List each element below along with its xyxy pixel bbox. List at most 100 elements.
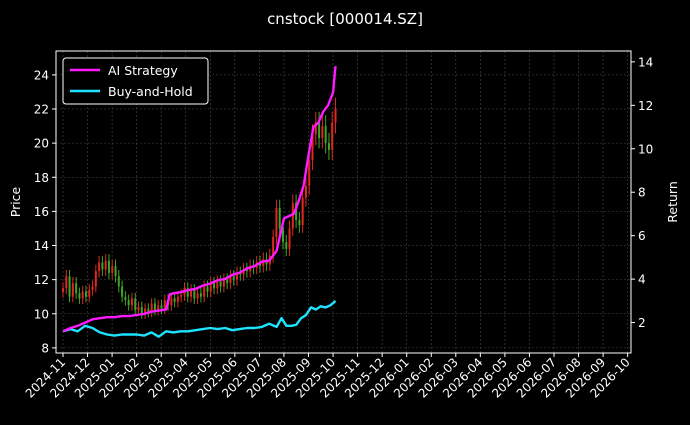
candle-body <box>219 281 222 287</box>
candle-body <box>334 109 337 123</box>
candle-body <box>324 126 327 144</box>
ai-strategy-line <box>62 66 337 333</box>
candle-body <box>331 122 334 150</box>
candle-body <box>81 291 84 299</box>
candle-body <box>163 300 166 309</box>
candle-body <box>117 276 120 287</box>
candle-body <box>180 294 183 297</box>
y-tick-label-left: 8 <box>41 341 49 355</box>
candle-body <box>62 288 64 293</box>
y-tick-label-right: 8 <box>638 186 646 200</box>
y-axis-label-right: Return <box>665 181 680 222</box>
candle-body <box>213 283 216 289</box>
candle-body <box>157 305 160 311</box>
y-tick-label-left: 24 <box>34 68 49 82</box>
candle-body <box>304 185 307 198</box>
y-tick-label-right: 14 <box>638 55 653 69</box>
candle-body <box>209 283 212 292</box>
candle-body <box>153 303 156 311</box>
candle-body <box>186 288 189 297</box>
candle-body <box>111 265 114 273</box>
buy-and-hold-line <box>62 299 337 338</box>
candle-body <box>121 286 124 297</box>
candle-body <box>222 279 225 287</box>
y-tick-label-left: 14 <box>34 239 49 253</box>
y-tick-label-left: 22 <box>34 103 49 117</box>
y-axis-label-left: Price <box>8 186 23 217</box>
y-tick-label-left: 16 <box>34 205 49 219</box>
candle-body <box>278 207 281 229</box>
candle-body <box>78 293 81 299</box>
candle-body <box>327 143 330 150</box>
candle-body <box>104 260 107 270</box>
y-tick-label-right: 12 <box>638 99 653 113</box>
candle-body <box>288 228 291 249</box>
candle-body <box>281 228 284 243</box>
candle-body <box>245 269 248 272</box>
candle-body <box>272 236 275 256</box>
candle-body <box>236 272 239 280</box>
candle-body <box>229 276 232 284</box>
candle-body <box>114 265 117 277</box>
candle-body <box>130 298 133 306</box>
candle-body <box>176 296 179 302</box>
candle-body <box>140 306 143 314</box>
candle-body <box>226 279 229 284</box>
candle-body <box>232 276 235 280</box>
candle-body <box>127 300 130 306</box>
legend-label-buy-and-hold: Buy-and-Hold <box>108 84 193 99</box>
candle-body <box>301 197 304 226</box>
candle-body <box>314 122 317 135</box>
candle-body <box>275 207 278 237</box>
candle-body <box>285 242 288 249</box>
candle-body <box>134 298 137 311</box>
candle-body <box>147 308 150 313</box>
candle-body <box>160 305 163 309</box>
candle-body <box>318 122 321 139</box>
y-tick-label-right: 6 <box>638 229 646 243</box>
candle-body <box>295 202 298 220</box>
line-layer <box>62 66 337 338</box>
candle-body <box>65 276 68 289</box>
candle-body <box>68 276 71 297</box>
y-tick-label-right: 2 <box>638 316 646 330</box>
candle-body <box>203 286 206 297</box>
candle-body <box>196 293 199 299</box>
candle-body <box>193 289 196 299</box>
plot-frame <box>55 50 632 354</box>
candle-body <box>124 296 127 301</box>
y-tick-label-left: 10 <box>34 307 49 321</box>
candle-body <box>321 126 324 139</box>
y-tick-label-right: 10 <box>638 142 653 156</box>
candle-body <box>137 306 140 311</box>
y-tick-label-left: 18 <box>34 171 49 185</box>
candle-body <box>216 281 219 289</box>
candle-body <box>199 293 202 297</box>
y-tick-label-left: 20 <box>34 137 49 151</box>
legend-label-ai-strategy: AI Strategy <box>108 63 178 78</box>
chart-title: cnstock [000014.SZ] <box>267 10 423 28</box>
candle-body <box>150 303 153 313</box>
candle-body <box>190 289 193 297</box>
candle-body <box>98 262 101 272</box>
candle-body <box>91 286 94 290</box>
candle-body <box>144 308 147 314</box>
candle-body <box>107 260 110 273</box>
candle-body <box>170 298 173 306</box>
candle-body <box>84 291 87 297</box>
y-tick-label-right: 4 <box>638 273 646 287</box>
candle-body <box>311 134 314 161</box>
candle-body <box>75 283 78 294</box>
y-tick-label-left: 12 <box>34 273 49 287</box>
candle-body <box>94 271 97 287</box>
candle-body <box>71 283 74 297</box>
candle-body <box>298 219 301 226</box>
candle-body <box>173 298 176 302</box>
candle-body <box>242 269 245 275</box>
candle-body <box>308 160 311 186</box>
candle-body <box>258 262 261 266</box>
candle-body <box>88 289 91 297</box>
candle-body <box>206 286 209 292</box>
